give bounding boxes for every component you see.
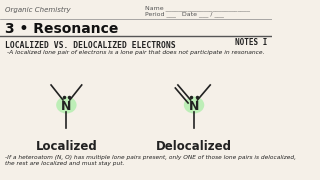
- Ellipse shape: [184, 96, 204, 114]
- Text: NOTES I: NOTES I: [235, 38, 267, 47]
- Text: 3 • Resonance: 3 • Resonance: [5, 22, 118, 36]
- Text: Organic Chemistry: Organic Chemistry: [5, 7, 71, 13]
- Text: -A localized lone pair of electrons is a lone pair that does not participate in : -A localized lone pair of electrons is a…: [7, 50, 264, 55]
- Text: Delocalized: Delocalized: [156, 140, 232, 153]
- Text: -If a heteroatom (N, O) has multiple lone pairs present, only ONE of those lone : -If a heteroatom (N, O) has multiple lon…: [5, 155, 296, 166]
- Ellipse shape: [56, 96, 76, 114]
- Text: Name ___________________________: Name ___________________________: [145, 5, 250, 11]
- Text: N: N: [61, 100, 72, 112]
- Text: LOCALIZED VS. DELOCALIZED ELECTRONS: LOCALIZED VS. DELOCALIZED ELECTRONS: [5, 41, 176, 50]
- Text: N: N: [189, 100, 199, 112]
- Text: Localized: Localized: [36, 140, 97, 153]
- Text: Period ___   Date ___ / ___: Period ___ Date ___ / ___: [145, 11, 224, 17]
